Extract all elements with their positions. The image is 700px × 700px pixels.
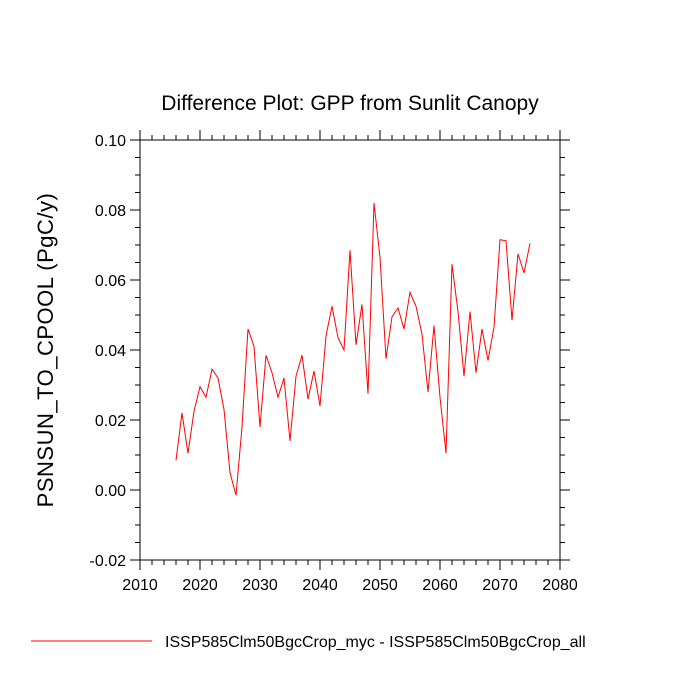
y-axis-label: PSNSUN_TO_CPOOL (PgC/y): [33, 193, 58, 508]
x-tick-label: 2010: [122, 577, 158, 594]
y-tick-label: 0.04: [95, 343, 126, 360]
y-axis-ticks: -0.02 0.00 0.02 0.04 0.06 0.08 0.10: [90, 133, 570, 570]
x-tick-label: 2020: [182, 577, 218, 594]
x-tick-label: 2070: [482, 577, 518, 594]
legend: ISSP585Clm50BgcCrop_myc - ISSP585Clm50Bg…: [31, 634, 586, 651]
y-tick-label: 0.08: [95, 203, 126, 220]
y-tick-label: 0.10: [95, 133, 126, 150]
x-tick-label: 2050: [362, 577, 398, 594]
y-tick-label: -0.02: [90, 553, 127, 570]
x-tick-label: 2030: [242, 577, 278, 594]
legend-label: ISSP585Clm50BgcCrop_myc - ISSP585Clm50Bg…: [165, 634, 586, 651]
x-tick-label: 2080: [542, 577, 578, 594]
chart-title: Difference Plot: GPP from Sunlit Canopy: [161, 92, 539, 115]
x-axis-ticks: 2010 2020 2030 2040 2050 2060 2070 2080: [122, 130, 578, 594]
series-line: [175, 202, 531, 496]
x-tick-label: 2040: [302, 577, 338, 594]
x-tick-label: 2060: [422, 577, 458, 594]
y-tick-label: 0.06: [95, 273, 126, 290]
plot-area-frame: [139, 139, 561, 561]
y-tick-label: 0.02: [95, 413, 126, 430]
y-tick-label: 0.00: [95, 483, 126, 500]
series-group: [175, 202, 531, 496]
